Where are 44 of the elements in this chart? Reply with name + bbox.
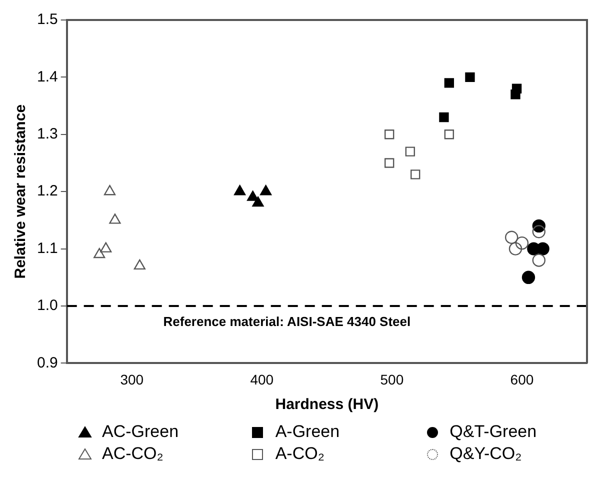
point	[532, 254, 546, 267]
legend-label: Q&T-Green	[450, 422, 537, 442]
y-tick-label: 1.2	[36, 182, 58, 200]
point	[109, 214, 121, 224]
point	[252, 196, 264, 207]
point	[234, 185, 246, 196]
y-tick-label: 1.5	[36, 11, 58, 28]
point	[532, 225, 546, 238]
point	[405, 146, 415, 156]
legend-label: AC-CO₂	[102, 444, 164, 464]
point	[439, 112, 449, 122]
point	[504, 230, 518, 244]
point	[444, 78, 454, 88]
point	[444, 130, 454, 140]
x-tick-label: 600	[510, 371, 534, 388]
point	[410, 170, 420, 180]
point	[94, 248, 106, 258]
point	[522, 270, 536, 284]
point	[104, 185, 116, 196]
point	[510, 90, 520, 100]
point	[134, 259, 146, 270]
point	[384, 158, 394, 168]
y-tick-label: 0.9	[36, 354, 58, 372]
y-tick-label: 1.4	[36, 68, 58, 86]
y-tick-label: 1.0	[36, 297, 58, 314]
ref-line-label: Reference material: AISI-SAE 4340 Steel	[163, 314, 411, 330]
x-tick-label: 400	[250, 371, 274, 388]
point	[384, 130, 394, 140]
legend-label: A-CO₂	[275, 444, 324, 464]
point	[515, 236, 529, 250]
y-tick-label: 1.1	[36, 240, 58, 257]
point	[260, 185, 272, 196]
legend-label: AC-Green	[102, 422, 179, 442]
y-tick-label: 1.3	[36, 126, 58, 143]
point	[465, 72, 475, 82]
point	[100, 242, 112, 252]
x-tick-label: 500	[380, 371, 404, 388]
legend-label: A-Green	[275, 422, 340, 442]
y-axis-title: Relative wear resistance	[12, 104, 30, 279]
x-tick-label: 300	[120, 371, 144, 388]
point	[508, 242, 522, 256]
point	[536, 242, 550, 256]
legend-label: Q&Y-CO₂	[450, 444, 522, 464]
x-axis-title: Hardness (HV)	[275, 396, 379, 414]
